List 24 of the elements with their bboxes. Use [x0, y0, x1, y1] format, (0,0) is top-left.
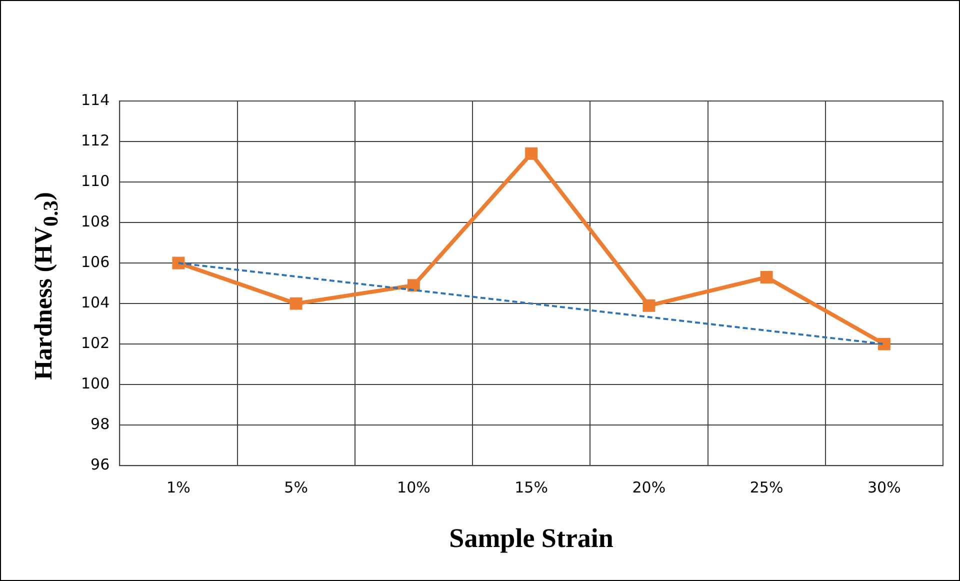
y-tick-label: 114 [80, 90, 110, 109]
y-tick-label: 102 [80, 334, 110, 352]
x-tick-label: 1% [166, 478, 190, 496]
y-tick-label: 112 [80, 131, 110, 150]
y-tick-label: 98 [90, 414, 110, 433]
x-tick-label: 30% [868, 478, 901, 496]
y-tick-label: 110 [80, 172, 110, 190]
y-tick-label: 108 [80, 212, 110, 230]
x-tick-label: 10% [397, 478, 430, 496]
x-tick-label: 15% [514, 478, 548, 496]
point [525, 147, 538, 160]
point [642, 299, 656, 312]
y-tick-label: 96 [90, 455, 110, 474]
point [407, 279, 420, 292]
x-axis-title: Sample Strain [449, 522, 614, 553]
x-tick-label: 25% [750, 478, 784, 496]
y-tick-label: 106 [80, 252, 110, 271]
y-tick-label: 104 [80, 293, 110, 312]
point [878, 338, 890, 350]
x-tick-label: 5% [284, 478, 308, 496]
x-tick-label: 20% [632, 478, 666, 496]
y-tick-label: 100 [80, 374, 110, 392]
point [760, 270, 773, 284]
point [290, 297, 302, 310]
